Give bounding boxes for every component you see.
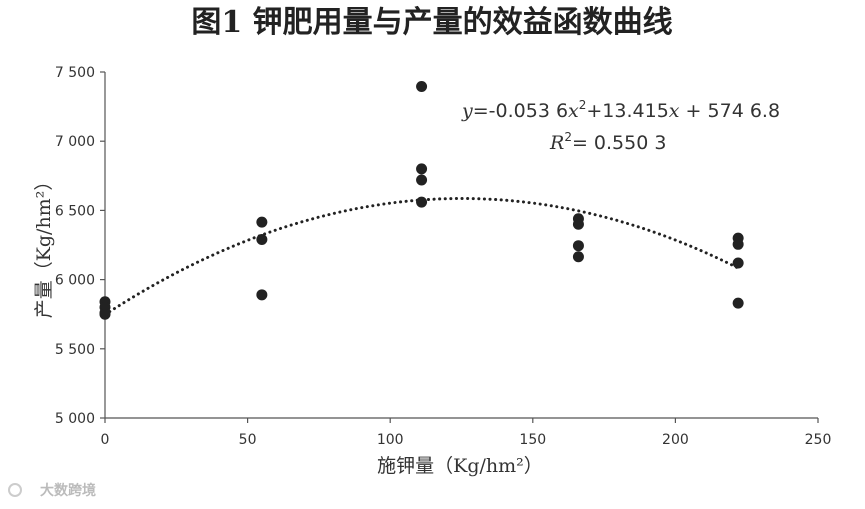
x-tick-label: 150 <box>519 432 546 448</box>
r-squared-label: R2= 0.550 3 <box>549 130 666 154</box>
data-point <box>572 240 584 252</box>
data-point <box>256 289 268 301</box>
y-tick-label: 6 500 <box>55 203 95 219</box>
y-tick-label: 7 500 <box>55 65 95 81</box>
data-point <box>732 297 744 309</box>
data-point <box>572 251 584 263</box>
data-point <box>416 163 428 175</box>
y-tick-label: 5 000 <box>55 411 95 427</box>
regression-equation: y=-0.053 6x2+13.415x + 574 6.8 <box>461 98 780 122</box>
x-axis-label: 施钾量（Kg/hm²） <box>377 455 543 477</box>
chart-title: 图1 钾肥用量与产量的效益函数曲线 <box>191 5 672 40</box>
x-tick-label: 100 <box>377 432 404 448</box>
y-axis-label: 产量（Kg/hm²） <box>33 172 55 319</box>
data-point <box>416 81 428 93</box>
watermark: 大数跨境 <box>8 482 96 499</box>
data-points <box>99 81 744 320</box>
y-ticks: 5 000 5 500 6 000 6 500 7 000 7 500 <box>55 65 105 427</box>
x-tick-label: 200 <box>662 432 689 448</box>
y-tick-label: 6 000 <box>55 273 95 289</box>
x-tick-label: 250 <box>805 432 832 448</box>
x-tick-label: 0 <box>101 432 110 448</box>
watermark-text: 大数跨境 <box>40 482 96 499</box>
data-point <box>256 216 268 228</box>
x-ticks: 0 50 100 150 200 250 <box>101 418 832 448</box>
y-tick-label: 5 500 <box>55 342 95 358</box>
watermark-logo-icon <box>8 483 22 497</box>
data-point <box>572 218 584 230</box>
data-point <box>99 308 111 320</box>
data-point <box>732 257 744 269</box>
trendline <box>103 196 740 317</box>
y-tick-label: 7 000 <box>55 134 95 150</box>
data-point <box>416 196 428 208</box>
data-point <box>256 233 268 245</box>
x-tick-label: 50 <box>239 432 257 448</box>
data-point <box>732 238 744 250</box>
data-point <box>416 174 428 186</box>
chart-axes <box>104 72 818 419</box>
